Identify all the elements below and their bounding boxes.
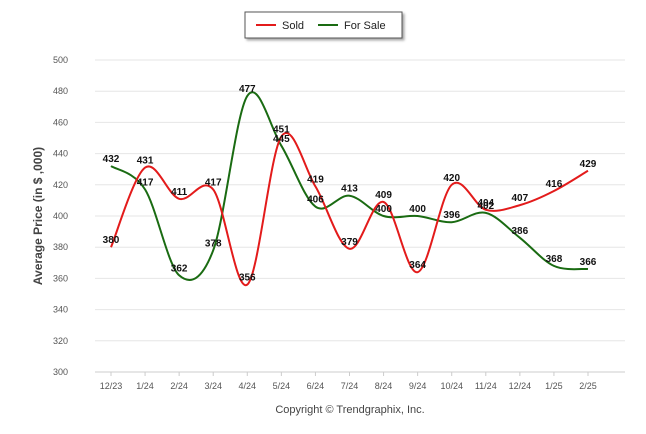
data-label-for-sale: 432 [103,154,120,165]
y-tick-label-420: 420 [53,180,68,190]
data-label-for-sale: 362 [171,263,188,274]
series-line-sold [110,132,589,286]
data-label-sold: 411 [171,187,188,198]
data-label-for-sale: 406 [307,195,324,206]
data-label-for-sale: 386 [512,226,529,237]
y-tick-label-480: 480 [53,86,68,96]
y-axis-label: Average Price (in $ ,000) [31,147,45,285]
x-tick-label-2-24: 2/24 [170,381,188,391]
data-labels: 380 431 411 417 356 451 419 379 409 364 420 404 407 4… [103,84,597,284]
data-label-sold: 416 [546,179,563,190]
data-label-sold: 379 [341,237,358,248]
grid-lines [95,59,625,373]
x-tick-label-1-24: 1/24 [136,381,154,391]
y-tick-label-320: 320 [53,336,68,346]
data-label-sold: 356 [239,273,256,284]
y-tick-label-300: 300 [53,367,68,377]
data-label-for-sale: 368 [546,254,563,265]
x-tick-label-12-24: 12/24 [509,381,532,391]
data-label-sold: 429 [580,159,597,170]
x-tick-label-7-24: 7/24 [341,381,359,391]
data-label-sold: 407 [512,193,529,204]
data-label-for-sale: 413 [341,184,358,195]
legend: Sold For Sale [244,11,403,39]
copyright-text: Copyright © Trendgraphix, Inc. [275,404,424,416]
legend-label-for-sale: For Sale [344,20,386,32]
series-lines [110,91,589,286]
data-label-for-sale: 378 [205,238,222,249]
data-label-for-sale: 396 [443,210,460,221]
y-tick-label-400: 400 [53,211,68,221]
data-label-for-sale: 477 [239,84,256,95]
x-tick-label-2-25: 2/25 [579,381,597,391]
data-label-sold: 380 [103,235,120,246]
y-tick-label-440: 440 [53,149,68,159]
legend-label-sold: Sold [282,20,304,32]
x-axis-ticks: 12/23 1/24 2/24 3/24 4/24 5/24 6/24 7/24 8/24 9/2… [100,372,597,391]
data-label-sold: 409 [375,190,392,201]
data-label-for-sale: 402 [477,201,494,212]
x-tick-label-4-24: 4/24 [239,381,257,391]
data-label-for-sale: 445 [273,134,290,145]
x-tick-label-9-24: 9/24 [409,381,427,391]
series-line-for-sale [110,91,589,281]
x-tick-label-5-24: 5/24 [273,381,291,391]
x-tick-label-8-24: 8/24 [375,381,393,391]
y-tick-label-460: 460 [53,117,68,127]
data-label-sold: 417 [205,177,222,188]
data-label-sold: 451 [273,124,290,135]
data-label-for-sale: 366 [580,257,597,268]
data-label-for-sale: 400 [375,204,392,215]
data-label-sold: 420 [443,173,460,184]
y-tick-label-380: 380 [53,242,68,252]
x-tick-label-3-24: 3/24 [204,381,222,391]
x-tick-label-10-24: 10/24 [440,381,463,391]
y-tick-label-360: 360 [53,273,68,283]
data-label-for-sale: 400 [409,204,426,215]
x-tick-label-12-23: 12/23 [100,381,123,391]
data-label-sold: 419 [307,174,324,185]
x-tick-label-11-24: 11/24 [475,381,497,391]
y-axis-ticks: 300 320 340 360 380 400 420 440 460 480 500 [53,55,68,377]
x-tick-label-1-25: 1/25 [545,381,563,391]
x-tick-label-6-24: 6/24 [307,381,325,391]
y-tick-label-340: 340 [53,305,68,315]
data-label-sold: 431 [137,156,154,167]
data-label-for-sale: 417 [137,177,154,188]
data-label-sold: 404 [477,198,494,209]
data-label-sold: 364 [409,260,426,271]
y-tick-label-500: 500 [53,55,68,65]
